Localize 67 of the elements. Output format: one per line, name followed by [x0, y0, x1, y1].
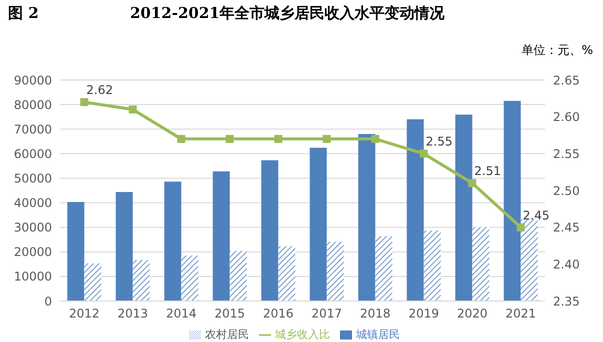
- bar: [310, 148, 327, 301]
- bar: [132, 260, 150, 301]
- legend-label: 城乡收入比: [275, 328, 330, 341]
- point: [371, 134, 380, 143]
- point: [128, 105, 137, 114]
- data-label: 2.45: [522, 208, 550, 222]
- y2-tick-label: 2.50: [553, 184, 580, 198]
- bar: [212, 171, 230, 301]
- chart-title: 2012-2021年全市城乡居民收入水平变动情况: [130, 4, 445, 23]
- caption: 图 2: [8, 4, 39, 23]
- x-tick-label: 2017: [311, 306, 342, 321]
- bar: [375, 236, 392, 301]
- x-tick-label: 2021: [505, 306, 536, 321]
- point: [177, 134, 186, 143]
- y-tick-label: 70000: [14, 122, 52, 136]
- y2-tick-label: 2.60: [553, 110, 580, 124]
- bar: [504, 100, 521, 301]
- data-label: 2.55: [426, 134, 452, 149]
- y-tick-label: 40000: [14, 196, 52, 210]
- legend-label: 农村居民: [205, 328, 249, 341]
- bar: [261, 160, 278, 301]
- bar: [164, 182, 182, 301]
- y-tick-label: 80000: [14, 98, 52, 112]
- legend-label: 城镇居民: [356, 328, 400, 341]
- y-tick-label: 20000: [14, 245, 52, 260]
- bar: [326, 242, 344, 301]
- y-tick-label: 0: [44, 294, 52, 308]
- x-tick-label: 2018: [360, 306, 391, 321]
- point: [322, 134, 331, 143]
- bar: [84, 263, 102, 301]
- x-tick-label: 2015: [214, 306, 246, 321]
- y2-tick-label: 2.40: [553, 257, 580, 272]
- x-tick-label: 2013: [117, 306, 148, 321]
- bar: [278, 246, 296, 301]
- bar: [472, 227, 490, 301]
- data-label: 2.51: [474, 164, 501, 178]
- point: [420, 150, 428, 158]
- bar: [181, 256, 198, 301]
- x-tick-label: 2019: [408, 306, 440, 321]
- point: [516, 223, 525, 232]
- x-tick-label: 2016: [262, 306, 294, 321]
- bar: [230, 250, 247, 301]
- y-tick-label: 30000: [14, 220, 52, 235]
- y-tick-label: 10000: [14, 270, 52, 284]
- bar: [406, 119, 424, 301]
- bar: [358, 134, 376, 301]
- y2-tick-label: 2.65: [553, 73, 580, 88]
- y-tick-label: 90000: [14, 73, 52, 88]
- bar: [520, 219, 538, 301]
- x-tick-label: 2020: [456, 306, 488, 321]
- bar: [424, 230, 441, 301]
- x-tick-label: 2014: [166, 306, 197, 321]
- y-tick-label: 50000: [14, 171, 52, 186]
- y-tick-label: 60000: [14, 146, 52, 161]
- data-label: 2.62: [86, 83, 113, 98]
- point: [468, 179, 476, 188]
- bar: [116, 192, 133, 301]
- point: [226, 134, 234, 143]
- y2-tick-label: 2.45: [553, 220, 580, 235]
- bar: [455, 114, 472, 301]
- y2-tick-label: 2.55: [553, 146, 580, 161]
- y2-tick-label: 2.35: [553, 294, 580, 308]
- x-tick-label: 2012: [68, 306, 100, 321]
- point: [274, 134, 282, 143]
- text: 单位：元、%: [522, 42, 593, 59]
- bar: [67, 202, 84, 301]
- point: [80, 98, 88, 106]
